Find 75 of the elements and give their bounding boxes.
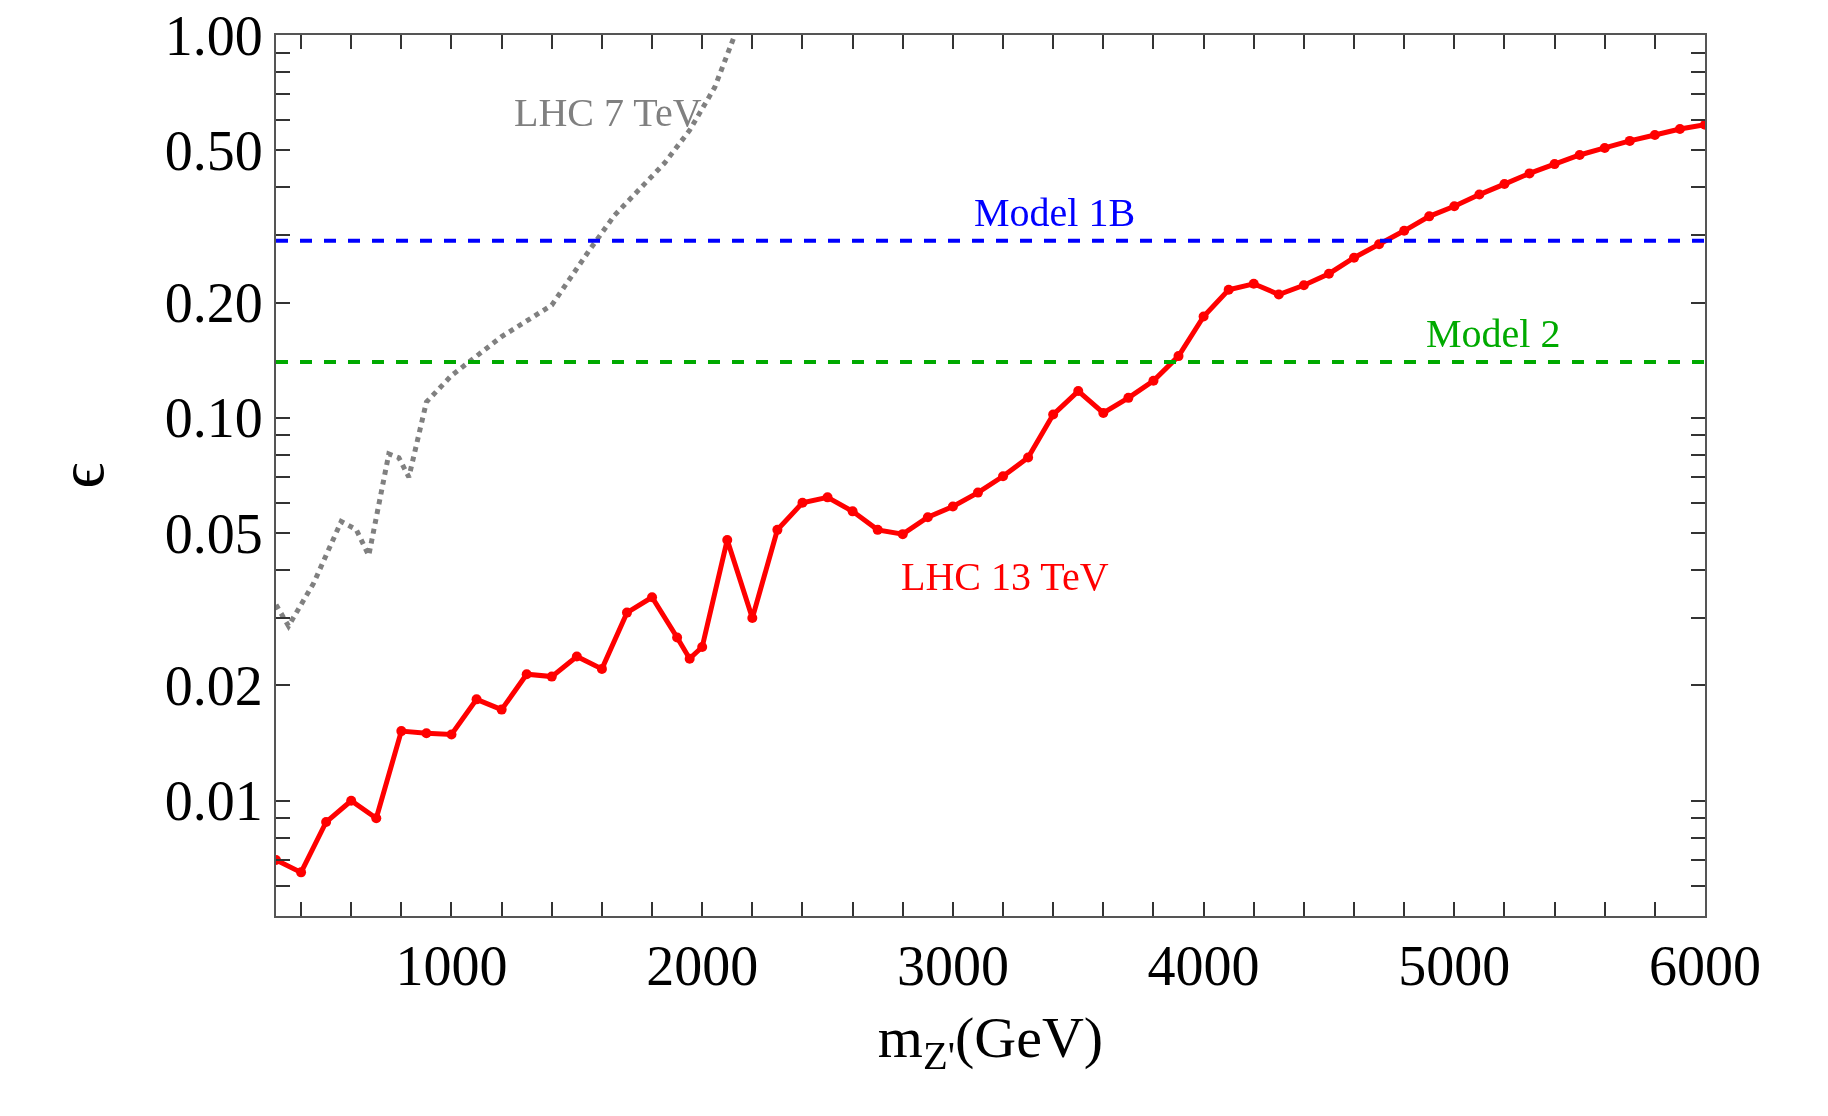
point [1624, 135, 1635, 146]
point [684, 653, 695, 664]
point [1674, 124, 1685, 135]
point [747, 613, 758, 624]
point [1248, 278, 1259, 289]
y-tick-label: 0.50 [164, 119, 263, 182]
point [546, 671, 557, 682]
point [321, 817, 332, 827]
point [596, 663, 607, 674]
y-tick-label: 0.05 [164, 502, 263, 565]
point [847, 506, 858, 517]
point [1123, 392, 1134, 403]
y-tick-label: 1.00 [164, 4, 263, 67]
point [446, 729, 457, 740]
point [1098, 407, 1109, 418]
point [797, 497, 808, 508]
point [1148, 375, 1159, 386]
x-axis-title: m$_{Z'}$(GeV) [877, 1004, 1104, 1078]
point [947, 501, 958, 512]
x-tick-label: 2000 [646, 935, 759, 998]
point [722, 534, 733, 545]
point [1574, 149, 1585, 160]
point [1048, 409, 1059, 420]
point [296, 867, 307, 878]
point [672, 632, 683, 643]
point [1499, 179, 1510, 190]
point [897, 529, 908, 540]
point [1474, 189, 1485, 200]
point [822, 492, 833, 503]
point [998, 471, 1009, 482]
point [1173, 351, 1184, 362]
point [772, 524, 783, 535]
ref-line-label: Model 1B [974, 190, 1136, 235]
point [521, 669, 532, 680]
point [922, 512, 933, 523]
point [647, 592, 658, 603]
y-tick-label: 0.20 [164, 272, 263, 335]
point [471, 694, 482, 705]
point [621, 607, 632, 618]
point [421, 728, 432, 739]
x-tick-label: 1000 [395, 935, 508, 998]
point [1599, 142, 1610, 153]
point [371, 813, 382, 824]
point [571, 651, 582, 662]
point [1023, 452, 1034, 463]
point [496, 704, 507, 715]
point [1649, 130, 1660, 141]
y-axis-title: ϵ [46, 462, 118, 489]
point [346, 795, 357, 806]
series-label: LHC 7 TeV [514, 90, 702, 135]
point [1073, 386, 1084, 397]
series-label: LHC 13 TeV [901, 554, 1109, 599]
y-tick-label: 0.10 [164, 387, 263, 450]
x-tick-label: 6000 [1649, 935, 1761, 998]
ref-line-label: Model 2 [1426, 311, 1561, 356]
point [972, 487, 983, 498]
point [1449, 201, 1460, 212]
x-tick-label: 4000 [1147, 935, 1260, 998]
point [1223, 284, 1234, 295]
point [1349, 252, 1360, 263]
point [1399, 225, 1410, 236]
point [1273, 289, 1284, 300]
point [697, 642, 708, 653]
point [1549, 159, 1560, 170]
point [1298, 280, 1309, 291]
x-tick-label: 5000 [1398, 935, 1511, 998]
point [1424, 211, 1435, 222]
y-tick-label: 0.02 [164, 655, 263, 718]
point [872, 524, 883, 535]
point [1323, 268, 1334, 279]
y-tick-label: 0.01 [164, 770, 263, 833]
point [1524, 168, 1535, 179]
x-tick-label: 3000 [896, 935, 1009, 998]
point [396, 726, 407, 737]
point [1198, 311, 1209, 322]
